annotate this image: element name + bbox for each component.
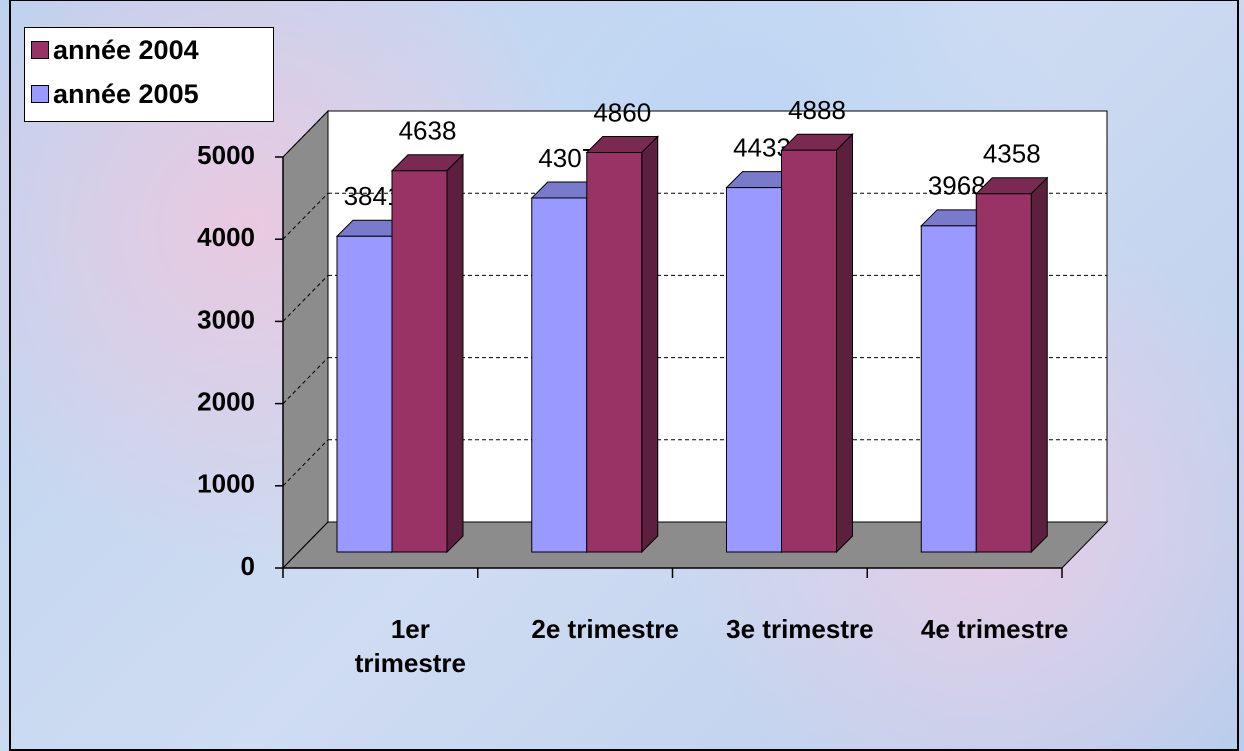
grid-line-side: [282, 439, 329, 487]
grid-line: [282, 110, 1107, 158]
grid-line-side: [282, 357, 329, 404]
legend-swatch: [31, 85, 49, 103]
bar-front: [336, 235, 393, 553]
bar-front: [726, 187, 782, 553]
grid-line-side: [282, 192, 329, 240]
x-tick-label: 4e trimestre: [920, 614, 1069, 644]
legend-label: année 2004: [53, 34, 199, 65]
bar-front: [975, 193, 1032, 553]
x-tick-label: 3e trimestre: [726, 614, 874, 644]
legend-label: année 2005: [53, 78, 199, 109]
bar-front: [920, 225, 977, 553]
bar-side: [836, 132, 853, 554]
bar: [975, 176, 1049, 554]
bar-front: [586, 152, 643, 553]
legend: année 2004 année 2005: [24, 27, 274, 122]
grid-line-side: [282, 275, 329, 322]
grid-line-side: [282, 521, 329, 569]
data-label: 4888: [788, 95, 846, 125]
left-wall: [282, 109, 329, 570]
bar: [390, 153, 465, 554]
data-label: 4638: [399, 116, 457, 146]
y-tick-label: 4000: [197, 222, 255, 252]
frame: [9, 0, 1239, 751]
bar-front: [531, 197, 588, 553]
data-label: 4860: [593, 97, 651, 127]
y-tick-label: 3000: [197, 304, 255, 334]
legend-item: année 2005: [25, 72, 273, 116]
grid-line-side: [282, 110, 329, 158]
bar-front: [781, 149, 837, 553]
bar: [780, 132, 854, 554]
y-tick-label: 5000: [197, 140, 255, 170]
x-tick-label: 1er trimestre: [354, 614, 467, 678]
y-tick-label: 1000: [197, 469, 255, 499]
data-label: 4358: [983, 139, 1041, 169]
legend-swatch: [31, 41, 49, 59]
y-tick-label: 2000: [197, 386, 255, 416]
bar-side: [446, 153, 464, 554]
legend-item: année 2004: [25, 28, 273, 72]
y-tick-label: 0: [241, 551, 255, 581]
bar: [585, 135, 659, 554]
bar-front: [391, 170, 448, 553]
x-tick-label: 2e trimestre: [531, 614, 679, 644]
bar-side: [641, 135, 659, 554]
bar-side: [1030, 176, 1048, 554]
